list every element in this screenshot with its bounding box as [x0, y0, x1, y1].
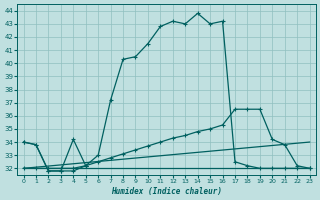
X-axis label: Humidex (Indice chaleur): Humidex (Indice chaleur) [111, 187, 222, 196]
